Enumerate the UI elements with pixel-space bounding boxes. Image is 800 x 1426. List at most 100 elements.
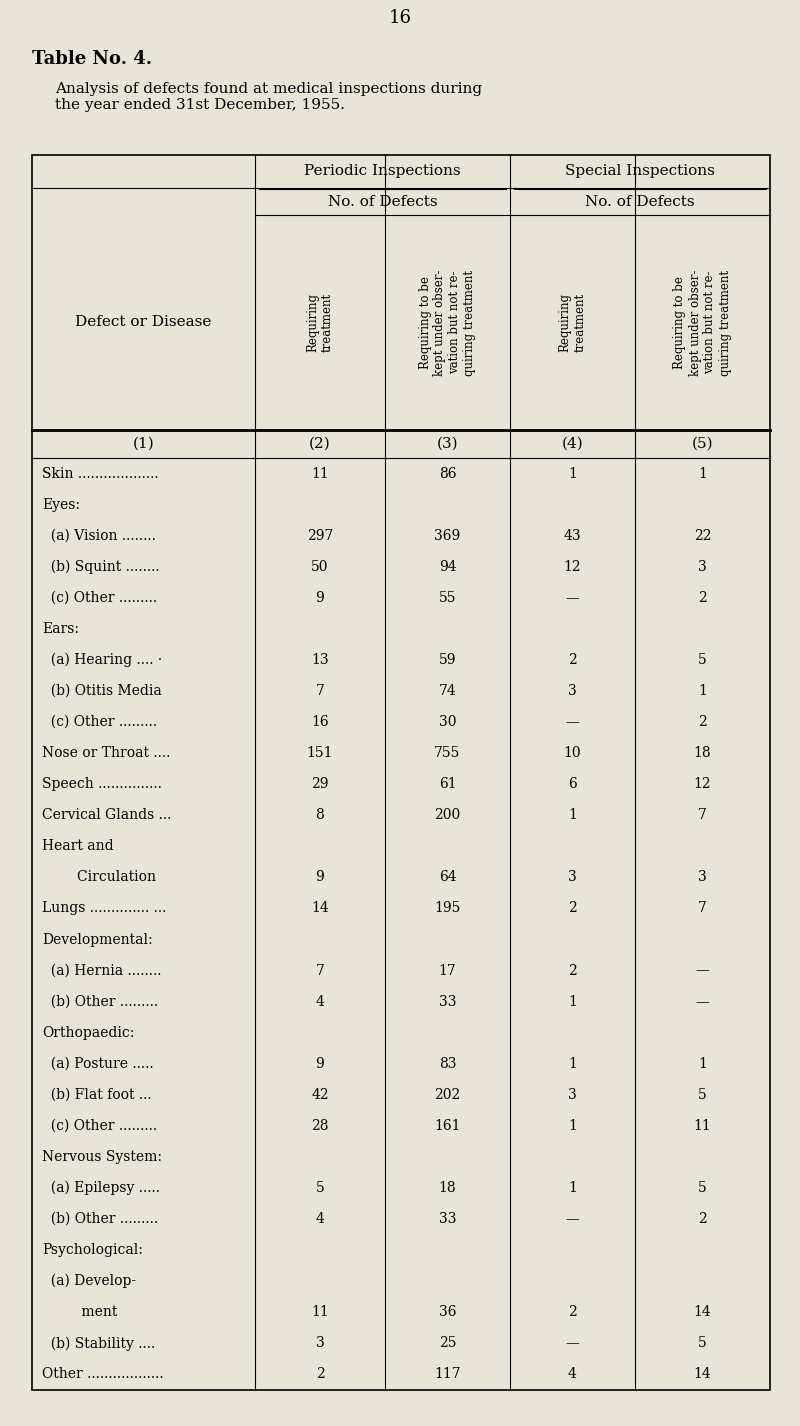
Text: 28: 28 — [311, 1119, 329, 1132]
Text: 7: 7 — [315, 964, 325, 978]
Text: Heart and: Heart and — [42, 840, 114, 853]
Text: Table No. 4.: Table No. 4. — [32, 50, 152, 68]
Text: Speech ...............: Speech ............... — [42, 777, 162, 791]
Text: 86: 86 — [438, 466, 456, 481]
Text: Orthopaedic:: Orthopaedic: — [42, 1025, 134, 1040]
Bar — [32, 155, 770, 1390]
Text: 18: 18 — [438, 1181, 456, 1195]
Text: Other ..................: Other .................. — [42, 1368, 164, 1382]
Text: 11: 11 — [311, 466, 329, 481]
Text: 36: 36 — [438, 1305, 456, 1319]
Text: Periodic Inspections: Periodic Inspections — [304, 164, 461, 178]
Text: 1: 1 — [568, 1057, 577, 1071]
Text: 22: 22 — [694, 529, 711, 543]
Text: 2: 2 — [568, 1305, 577, 1319]
Text: 1: 1 — [568, 1181, 577, 1195]
Text: 29: 29 — [311, 777, 329, 791]
Text: 12: 12 — [694, 777, 711, 791]
Text: No. of Defects: No. of Defects — [328, 194, 438, 208]
Text: 1: 1 — [698, 466, 707, 481]
Text: (b) Stability ....: (b) Stability .... — [42, 1336, 155, 1350]
Text: 11: 11 — [694, 1119, 711, 1132]
Text: 5: 5 — [698, 653, 707, 667]
Text: 1: 1 — [568, 466, 577, 481]
Text: Requiring
treatment: Requiring treatment — [306, 292, 334, 352]
Text: —: — — [695, 995, 710, 1008]
Text: (3): (3) — [437, 436, 458, 451]
Text: Special Inspections: Special Inspections — [565, 164, 715, 178]
Text: 5: 5 — [698, 1336, 707, 1350]
Text: 7: 7 — [698, 901, 707, 915]
Text: 2: 2 — [698, 714, 707, 729]
Text: (a) Posture .....: (a) Posture ..... — [42, 1057, 154, 1071]
Text: 42: 42 — [311, 1088, 329, 1102]
Text: 2: 2 — [316, 1368, 324, 1382]
Text: 74: 74 — [438, 684, 456, 697]
Text: 25: 25 — [438, 1336, 456, 1350]
Text: 59: 59 — [438, 653, 456, 667]
Text: 5: 5 — [698, 1181, 707, 1195]
Text: 50: 50 — [311, 560, 329, 573]
Text: 9: 9 — [316, 1057, 324, 1071]
Text: 12: 12 — [564, 560, 582, 573]
Text: Ears:: Ears: — [42, 622, 79, 636]
Text: 83: 83 — [438, 1057, 456, 1071]
Text: 18: 18 — [694, 746, 711, 760]
Text: 16: 16 — [389, 9, 411, 27]
Text: 2: 2 — [568, 901, 577, 915]
Text: Psychological:: Psychological: — [42, 1243, 143, 1258]
Text: Requiring to be
kept under obser-
vation but not re-
quiring treatment: Requiring to be kept under obser- vation… — [674, 270, 731, 375]
Text: (a) Epilepsy .....: (a) Epilepsy ..... — [42, 1181, 160, 1195]
Text: Nervous System:: Nervous System: — [42, 1149, 162, 1164]
Text: No. of Defects: No. of Defects — [585, 194, 695, 208]
Text: 2: 2 — [568, 964, 577, 978]
Text: 4: 4 — [568, 1368, 577, 1382]
Text: (a) Develop-: (a) Develop- — [42, 1273, 136, 1289]
Text: 2: 2 — [568, 653, 577, 667]
Text: (b) Squint ........: (b) Squint ........ — [42, 559, 160, 573]
Text: 755: 755 — [434, 746, 461, 760]
Text: Lungs .............. ...: Lungs .............. ... — [42, 901, 166, 915]
Text: 3: 3 — [568, 1088, 577, 1102]
Text: 13: 13 — [311, 653, 329, 667]
Text: 1: 1 — [698, 684, 707, 697]
Text: 43: 43 — [564, 529, 582, 543]
Text: 3: 3 — [698, 560, 707, 573]
Text: Circulation: Circulation — [42, 870, 156, 884]
Text: 3: 3 — [568, 870, 577, 884]
Text: 16: 16 — [311, 714, 329, 729]
Text: Defect or Disease: Defect or Disease — [75, 315, 212, 329]
Text: Requiring to be
kept under obser-
vation but not re-
quiring treatment: Requiring to be kept under obser- vation… — [418, 270, 477, 375]
Text: 2: 2 — [698, 1212, 707, 1226]
Text: 55: 55 — [438, 590, 456, 605]
Text: (c) Other .........: (c) Other ......... — [42, 1119, 157, 1132]
Text: —: — — [566, 1212, 579, 1226]
Text: 297: 297 — [307, 529, 333, 543]
Text: 30: 30 — [438, 714, 456, 729]
Text: Eyes:: Eyes: — [42, 498, 80, 512]
Text: 7: 7 — [698, 809, 707, 823]
Text: 9: 9 — [316, 870, 324, 884]
Text: 4: 4 — [315, 1212, 325, 1226]
Text: 6: 6 — [568, 777, 577, 791]
Text: (a) Hearing .... ·: (a) Hearing .... · — [42, 653, 162, 667]
Text: 117: 117 — [434, 1368, 461, 1382]
Text: 11: 11 — [311, 1305, 329, 1319]
Text: (a) Hernia ........: (a) Hernia ........ — [42, 964, 162, 978]
Text: 2: 2 — [698, 590, 707, 605]
Text: 1: 1 — [568, 1119, 577, 1132]
Text: 3: 3 — [568, 684, 577, 697]
Text: 9: 9 — [316, 590, 324, 605]
Text: —: — — [566, 714, 579, 729]
Text: (b) Other .........: (b) Other ......... — [42, 1212, 158, 1226]
Text: 8: 8 — [316, 809, 324, 823]
Text: 5: 5 — [316, 1181, 324, 1195]
Text: (b) Other .........: (b) Other ......... — [42, 995, 158, 1008]
Text: —: — — [695, 964, 710, 978]
Text: 202: 202 — [434, 1088, 461, 1102]
Text: Analysis of defects found at medical inspections during
the year ended 31st Dece: Analysis of defects found at medical ins… — [55, 83, 482, 113]
Text: 7: 7 — [315, 684, 325, 697]
Text: 369: 369 — [434, 529, 461, 543]
Text: 17: 17 — [438, 964, 456, 978]
Text: 4: 4 — [315, 995, 325, 1008]
